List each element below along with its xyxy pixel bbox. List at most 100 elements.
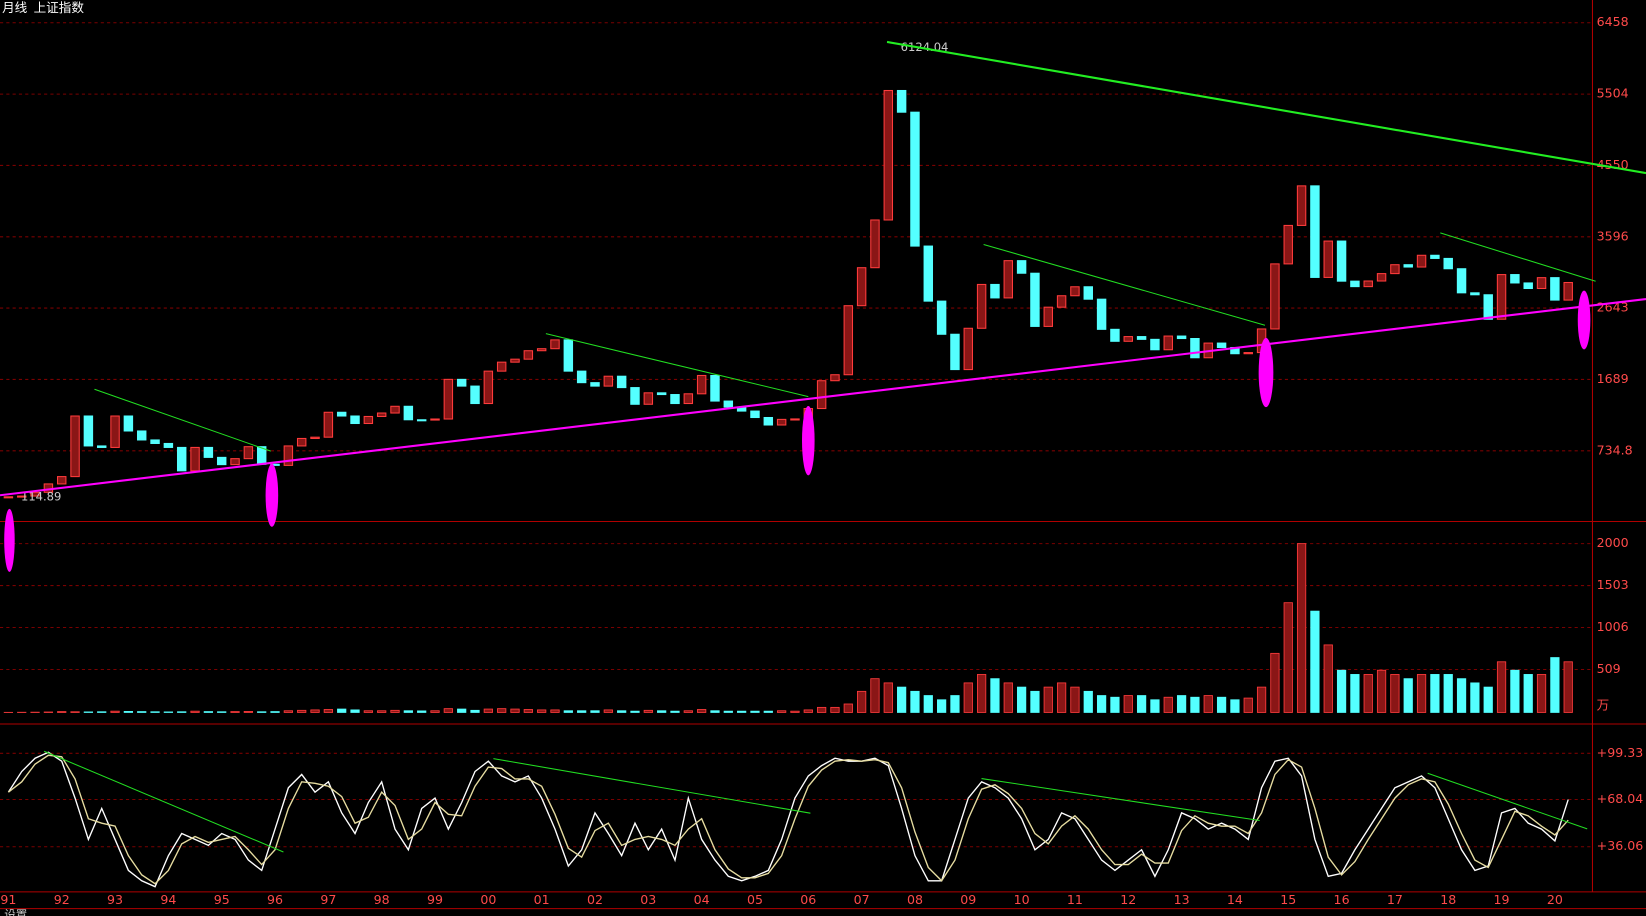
volume-bar	[697, 709, 707, 713]
volume-bar	[1550, 657, 1560, 713]
volume-bar	[657, 710, 667, 713]
volume-bar	[723, 710, 733, 713]
volume-bar	[1163, 696, 1173, 713]
candle	[1416, 254, 1427, 268]
y-tick-label: 5504	[1597, 86, 1629, 101]
volume-bar	[1390, 674, 1400, 713]
trend-line	[1440, 232, 1596, 282]
x-tick-label: 18	[1440, 892, 1456, 907]
y-tick-label: 1689	[1597, 371, 1629, 386]
candle	[17, 495, 27, 498]
candle	[1003, 260, 1014, 299]
volume-bar	[1283, 602, 1293, 713]
x-tick-label: 07	[854, 892, 870, 907]
volume-unit: 万	[1597, 698, 1610, 713]
candle	[616, 375, 627, 389]
x-tick-label: 01	[534, 892, 550, 907]
y-tick-label: 734.8	[1597, 442, 1633, 457]
volume-bar	[683, 710, 693, 713]
candle	[1270, 263, 1280, 330]
x-tick-label: 00	[480, 892, 496, 907]
candle	[1123, 336, 1133, 342]
volume-bar	[483, 708, 493, 713]
volume-bar	[177, 711, 187, 713]
candle	[1016, 260, 1027, 274]
marker-ellipse	[265, 463, 279, 527]
trend-lines	[0, 40, 1646, 853]
volume-bar	[217, 711, 227, 713]
x-tick-label: 06	[800, 892, 816, 907]
volume-bar	[1523, 674, 1533, 713]
settings-tab[interactable]: 设置	[4, 907, 27, 916]
volume-bar	[1456, 678, 1467, 713]
volume-bar	[1483, 686, 1493, 713]
candle	[563, 339, 574, 372]
candle	[1430, 254, 1440, 259]
x-tick-label: 99	[427, 892, 443, 907]
volume-bar	[137, 711, 147, 713]
candle	[976, 283, 987, 329]
y-tick-label: 1503	[1597, 577, 1629, 592]
y-tick-label: 3596	[1597, 228, 1629, 243]
x-tick-label: 11	[1067, 892, 1083, 907]
volume-bar	[510, 708, 520, 713]
marks: 734.816892643359645505504645850910061503…	[0, 14, 1643, 907]
trend-line	[94, 388, 272, 452]
candle	[496, 361, 507, 372]
candle	[1070, 286, 1080, 297]
volume-bar	[497, 708, 507, 713]
volume-bar	[443, 708, 453, 713]
candle	[830, 374, 840, 382]
y-tick-label: 509	[1597, 661, 1621, 676]
x-tick-label: 16	[1334, 892, 1350, 907]
volume-bar	[1123, 695, 1133, 713]
volume-bar	[283, 710, 293, 713]
volume-bar	[1270, 652, 1280, 713]
candle	[816, 380, 827, 410]
candle	[30, 491, 40, 497]
x-tick-label: 98	[374, 892, 390, 907]
marker-ellipse	[4, 508, 15, 572]
volume-bar	[1083, 690, 1093, 713]
candle	[1190, 338, 1200, 359]
volume-bar	[550, 709, 560, 713]
volume-bar	[97, 711, 107, 713]
volume-bar	[363, 710, 373, 713]
volume-bar	[457, 708, 467, 713]
volume-bar	[70, 711, 80, 713]
volume-bar	[883, 682, 893, 713]
volume-bar	[1496, 661, 1507, 713]
marker-ellipse	[802, 406, 815, 476]
volume-bar	[830, 706, 840, 713]
candle	[670, 394, 680, 405]
trend-line	[983, 243, 1266, 326]
candle	[416, 419, 427, 422]
volume-bar	[763, 710, 773, 713]
candle	[1243, 352, 1253, 355]
volume-bar	[963, 682, 973, 713]
candle	[123, 415, 134, 432]
candle	[510, 358, 520, 363]
candle	[216, 456, 227, 466]
volume-bar	[110, 710, 120, 713]
candle	[363, 415, 374, 425]
volume-bar	[1243, 697, 1253, 713]
x-tick-label: 12	[1120, 892, 1136, 907]
x-tick-label: 97	[320, 892, 336, 907]
candle	[1136, 336, 1147, 340]
x-tick-label: 92	[54, 892, 70, 907]
candle	[603, 375, 614, 387]
candle	[910, 111, 920, 247]
volume-bar	[803, 709, 813, 713]
volume-bar	[257, 711, 267, 713]
candle	[1470, 292, 1480, 296]
kdj-trend-line	[43, 750, 284, 853]
kdj-line	[7, 754, 1569, 885]
candle	[630, 387, 640, 405]
volume-bar	[1310, 610, 1320, 713]
volume-bar	[1336, 669, 1347, 713]
volume-bar	[57, 711, 67, 713]
volume-bar	[990, 678, 1000, 713]
x-tick-label: 94	[160, 892, 176, 907]
candle	[1350, 280, 1360, 288]
